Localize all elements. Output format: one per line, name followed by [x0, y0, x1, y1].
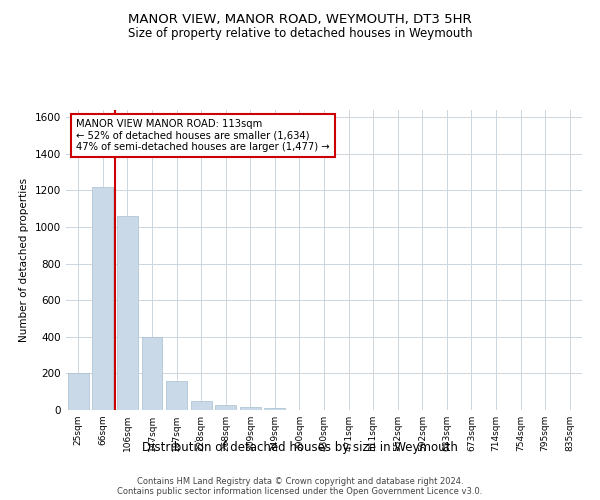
Bar: [92, 187, 113, 410]
Text: Contains HM Land Registry data © Crown copyright and database right 2024.: Contains HM Land Registry data © Crown c…: [137, 476, 463, 486]
Bar: [166, 380, 187, 410]
Text: Contains public sector information licensed under the Open Government Licence v3: Contains public sector information licen…: [118, 486, 482, 496]
Text: MANOR VIEW, MANOR ROAD, WEYMOUTH, DT3 5HR: MANOR VIEW, MANOR ROAD, WEYMOUTH, DT3 5H…: [128, 12, 472, 26]
Y-axis label: Number of detached properties: Number of detached properties: [19, 178, 29, 342]
Bar: [68, 374, 89, 410]
Bar: [191, 401, 212, 410]
Text: MANOR VIEW MANOR ROAD: 113sqm
← 52% of detached houses are smaller (1,634)
47% o: MANOR VIEW MANOR ROAD: 113sqm ← 52% of d…: [76, 119, 330, 152]
Bar: [240, 408, 261, 410]
Text: Size of property relative to detached houses in Weymouth: Size of property relative to detached ho…: [128, 28, 472, 40]
Bar: [142, 337, 163, 410]
Bar: [117, 216, 138, 410]
Text: Distribution of detached houses by size in Weymouth: Distribution of detached houses by size …: [142, 441, 458, 454]
Bar: [215, 406, 236, 410]
Bar: [265, 408, 286, 410]
